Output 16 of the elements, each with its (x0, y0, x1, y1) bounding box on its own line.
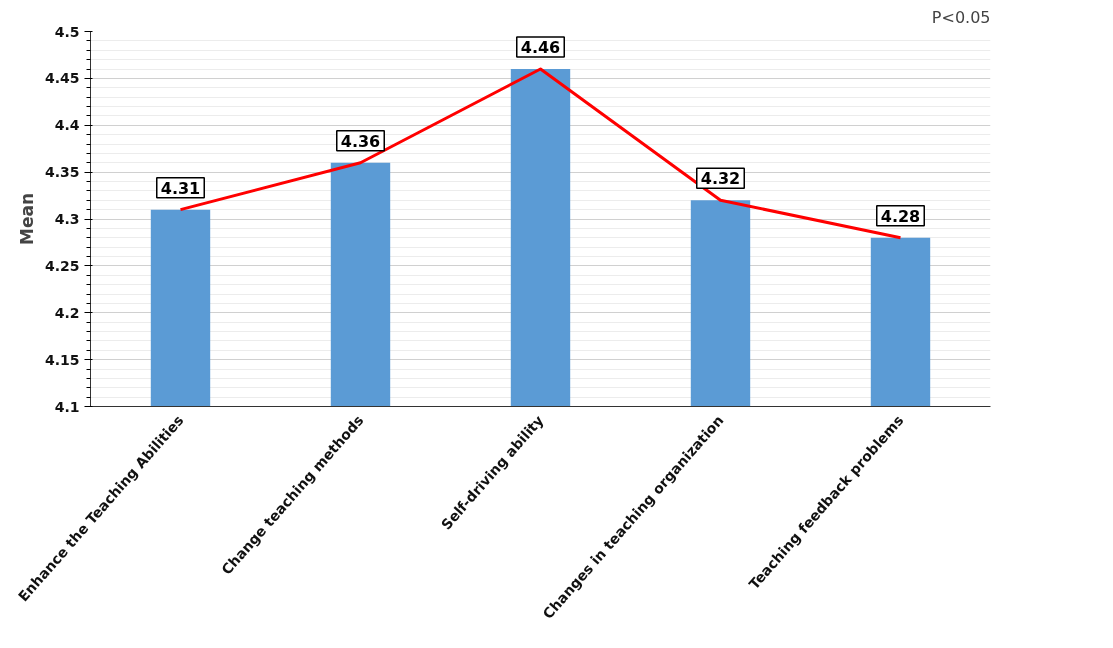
y-tick-label: 4.4 (54, 117, 80, 134)
y-tick-label: 4.25 (44, 257, 80, 274)
y-tick-label: 4.3 (54, 211, 80, 227)
y-tick-label: 4.15 (44, 351, 80, 368)
y-tick-label: 4.5 (54, 23, 80, 40)
y-axis-title: Mean (16, 192, 37, 246)
y-tick-label: 4.1 (54, 398, 80, 415)
y-tick-label: 4.35 (44, 164, 80, 181)
data-label: 4.46 (520, 38, 561, 57)
data-label: 4.28 (880, 206, 921, 226)
data-label: 4.36 (340, 131, 381, 151)
text: P<0.05 (931, 7, 991, 27)
data-label: 4.31 (160, 178, 201, 198)
y-tick-label: 4.45 (44, 70, 80, 87)
y-tick-label: 4.2 (54, 304, 80, 321)
data-label: 4.32 (700, 169, 741, 189)
